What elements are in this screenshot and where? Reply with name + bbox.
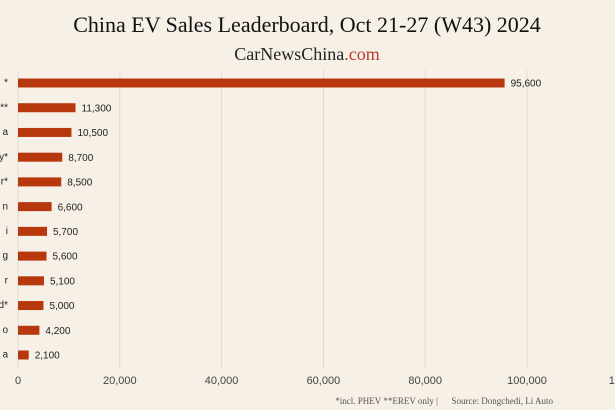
subtitle-brand: CarNewsChina — [234, 44, 344, 64]
chart-title: China EV Sales Leaderboard, Oct 21-27 (W… — [73, 12, 541, 37]
bar — [18, 103, 76, 113]
value-label: 4,200 — [45, 326, 70, 337]
y-tick-label: a — [2, 127, 8, 138]
footnote: *incl. PHEV **EREV only | — [335, 396, 438, 406]
x-tick-label: 100,000 — [507, 375, 547, 387]
source: Source: Dongchedi, Li Auto — [452, 396, 554, 406]
bar — [18, 127, 72, 137]
value-label: 2,100 — [35, 351, 60, 362]
bar — [18, 301, 44, 311]
y-tick-label: * — [4, 78, 8, 89]
bar — [18, 350, 29, 360]
value-label: 95,600 — [511, 79, 542, 90]
value-label: 5,100 — [50, 276, 75, 287]
y-tick-label: n — [2, 201, 8, 212]
bar — [18, 78, 505, 88]
value-label: 11,300 — [82, 103, 112, 114]
subtitle: CarNewsChina.com — [234, 44, 379, 64]
y-tick-label: y* — [0, 152, 8, 163]
y-tick-label: d* — [0, 300, 8, 311]
value-label: 10,500 — [77, 128, 108, 139]
value-label: 8,500 — [67, 178, 92, 189]
x-tick-label: 0 — [15, 375, 21, 387]
value-label: 6,600 — [58, 202, 83, 213]
x-tick-label: 60,000 — [307, 375, 341, 387]
bar — [18, 202, 52, 212]
x-tick-label: 20,000 — [103, 375, 137, 387]
x-tick-label: 80,000 — [408, 375, 442, 387]
bar — [18, 276, 44, 286]
y-tick-label: i — [6, 226, 8, 237]
bar — [18, 152, 63, 162]
subtitle-domain: .com — [344, 44, 380, 64]
y-tick-label: ** — [0, 102, 8, 113]
value-label: 5,000 — [49, 301, 74, 312]
bar — [18, 325, 40, 335]
y-tick-label: a — [2, 350, 8, 361]
bar — [18, 251, 47, 261]
value-label: 5,700 — [53, 227, 78, 238]
value-label: 8,700 — [68, 153, 93, 164]
bar — [18, 177, 62, 187]
value-label: 5,600 — [53, 252, 78, 263]
x-tick-label: 40,000 — [205, 375, 239, 387]
y-tick-label: g — [2, 251, 8, 262]
y-tick-label: o — [2, 325, 8, 336]
y-tick-label: r* — [1, 177, 8, 188]
bar — [18, 226, 48, 236]
x-tick-label: 1 — [609, 375, 615, 387]
y-tick-label: r — [5, 275, 9, 286]
